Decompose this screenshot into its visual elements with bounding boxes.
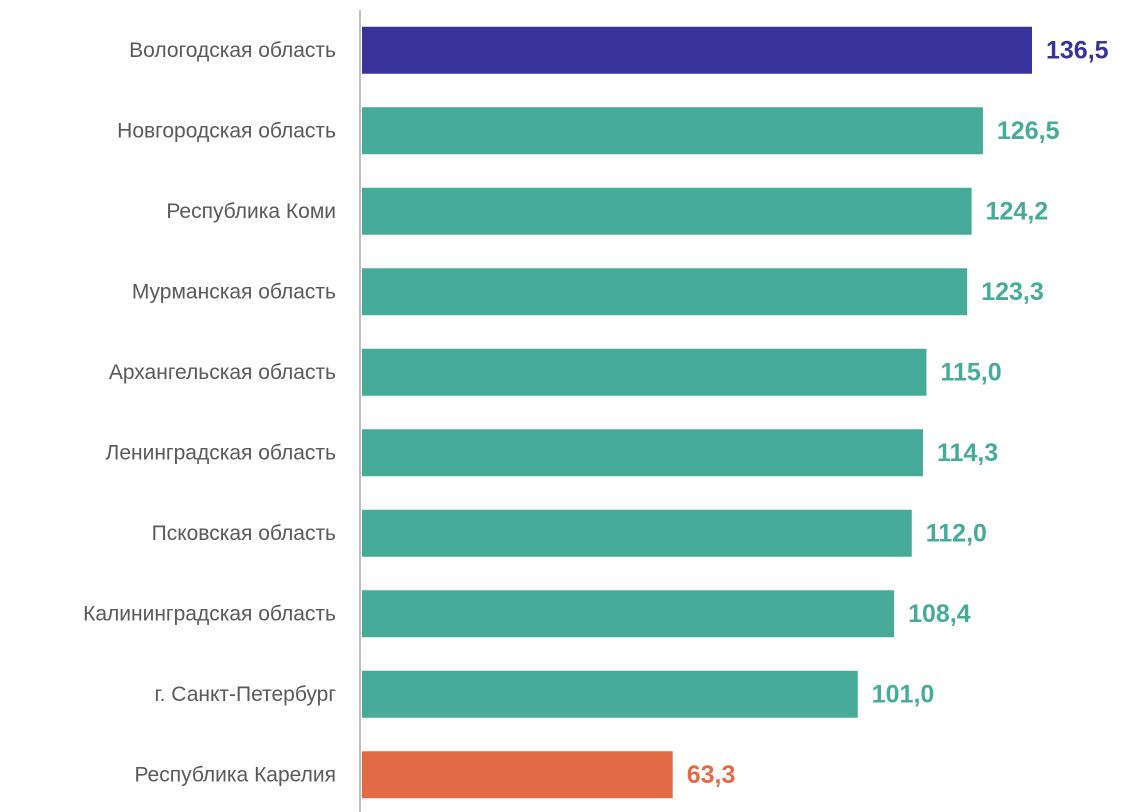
category-label: Псковская область (152, 522, 336, 545)
category-label: Новгородская область (117, 119, 336, 142)
category-label: г. Санкт-Петербург (155, 683, 337, 706)
category-label: Республика Коми (166, 200, 336, 223)
value-label: 108,4 (908, 600, 971, 628)
value-label: 114,3 (937, 439, 998, 467)
bar (362, 751, 673, 799)
category-label: Республика Карелия (134, 763, 336, 786)
value-label: 126,5 (997, 117, 1060, 145)
bar (362, 348, 927, 396)
value-label: 115,0 (940, 358, 1001, 386)
value-label: 123,3 (981, 278, 1044, 306)
bars-layer (362, 26, 1032, 799)
value-label: 101,0 (872, 680, 935, 708)
bar (362, 509, 912, 557)
value-label: 112,0 (926, 519, 987, 547)
bar (362, 429, 924, 477)
labels-layer: Вологодская область 136,5 Новгородская обл… (83, 36, 1109, 789)
category-label: Ленинградская область (106, 441, 337, 464)
category-label: Калининградская область (83, 602, 336, 625)
bar (362, 187, 972, 235)
bar (362, 26, 1032, 74)
bar (362, 268, 968, 316)
bar (362, 670, 858, 718)
category-label: Вологодская область (129, 39, 336, 62)
bar (362, 107, 983, 155)
value-label: 124,2 (986, 197, 1049, 225)
bar (362, 590, 895, 638)
category-label: Мурманская область (132, 280, 336, 303)
value-label: 136,5 (1046, 36, 1109, 64)
category-label: Архангельская область (109, 361, 336, 384)
value-label: 63,3 (687, 761, 736, 789)
